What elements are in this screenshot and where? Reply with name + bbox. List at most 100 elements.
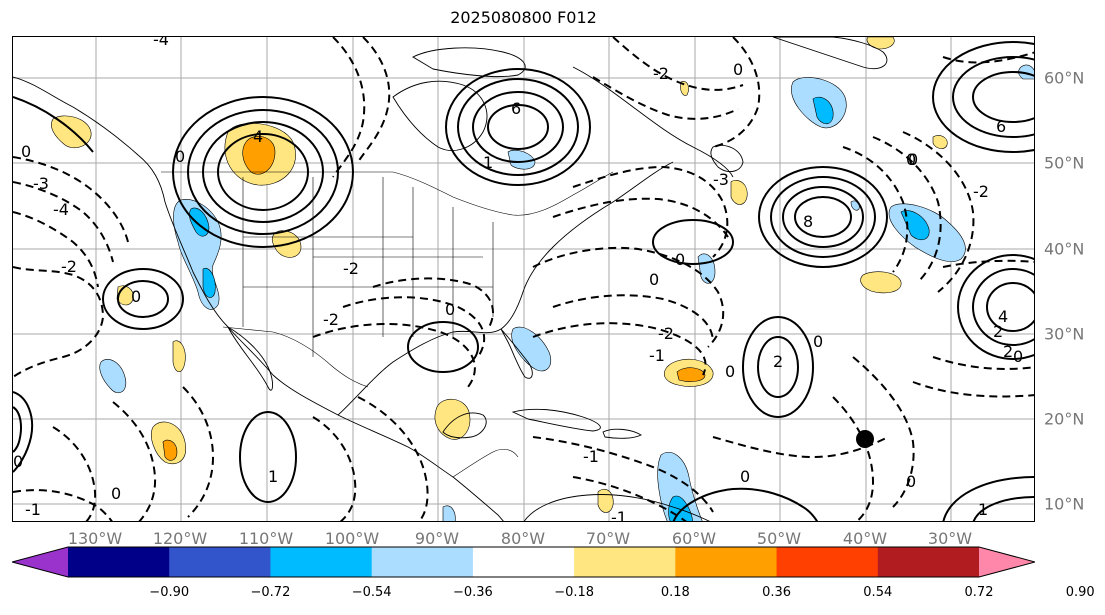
contour-line bbox=[312, 416, 357, 521]
contour-line bbox=[332, 37, 366, 178]
contour-label: 0 bbox=[175, 147, 185, 166]
lon-label-50w: 50°W bbox=[756, 529, 802, 548]
contour-label: 0 bbox=[906, 150, 916, 169]
contour-label: 2 bbox=[1003, 342, 1013, 361]
positive-core bbox=[162, 439, 178, 461]
colorbar-extend-high bbox=[979, 547, 1035, 577]
map-panel: 4 6 8 6 0 -3 -4 -2 -4 -2 0 0 0 -2 -1 -3 … bbox=[12, 36, 1035, 522]
coastlines bbox=[13, 37, 888, 521]
colorbar-segment bbox=[675, 547, 778, 577]
contour-line bbox=[217, 133, 309, 211]
negative-area bbox=[442, 505, 456, 521]
colorbar-segment bbox=[270, 547, 373, 577]
contour-label: 0 bbox=[21, 142, 31, 161]
colorbar-outline bbox=[12, 546, 1035, 578]
contour-line bbox=[13, 391, 33, 473]
us-mexico-border bbox=[222, 326, 369, 388]
contour-line bbox=[672, 487, 819, 521]
lat-label-30n: 30°N bbox=[1044, 324, 1085, 344]
contour-label: 0 bbox=[906, 472, 916, 491]
contour-line bbox=[13, 96, 94, 153]
positive-area bbox=[932, 135, 948, 149]
contour-label: 4 bbox=[998, 307, 1008, 326]
map-canvas: 4 6 8 6 0 -3 -4 -2 -4 -2 0 0 0 -2 -1 -3 … bbox=[13, 37, 1034, 521]
contour-line bbox=[13, 181, 114, 263]
contour-label: -1 bbox=[649, 346, 665, 365]
negative-area bbox=[1018, 64, 1034, 80]
contour-label: 0 bbox=[733, 60, 743, 79]
contour-label: 0 bbox=[131, 287, 141, 306]
contour-line bbox=[712, 37, 761, 148]
positive-area bbox=[172, 340, 186, 373]
colorbar bbox=[12, 546, 1035, 578]
contour-label: 6 bbox=[511, 99, 521, 118]
contour-label: 0 bbox=[740, 467, 750, 486]
contour-line bbox=[758, 166, 888, 268]
contour-label: 0 bbox=[675, 250, 685, 269]
contour-line bbox=[942, 476, 1034, 521]
contour-label: -2 bbox=[653, 64, 669, 83]
contour-line bbox=[832, 396, 875, 521]
contour-line bbox=[13, 489, 113, 521]
contour-label: 1 bbox=[483, 153, 493, 172]
contour-line bbox=[532, 246, 725, 348]
lat-label-20n: 20°N bbox=[1044, 409, 1085, 429]
contour-line bbox=[13, 156, 129, 243]
lon-label-110w: 110°W bbox=[238, 529, 294, 548]
contour-label: 2 bbox=[773, 352, 783, 371]
contour-label: -3 bbox=[713, 170, 729, 189]
colorbar-segment bbox=[877, 547, 980, 577]
colorbar-segment bbox=[574, 547, 676, 577]
contour-label: -1 bbox=[583, 447, 599, 466]
contour-line bbox=[972, 268, 1034, 346]
greenland bbox=[772, 37, 888, 70]
contour-line bbox=[172, 96, 354, 248]
gulf-coast bbox=[337, 161, 674, 416]
contour-line bbox=[592, 76, 739, 120]
contour-label: 0 bbox=[725, 362, 735, 381]
gulf-of-california bbox=[226, 325, 273, 391]
colorbar-tick-label: 0.90 bbox=[1065, 585, 1095, 600]
arctic-islands bbox=[412, 47, 526, 78]
lat-label-10n: 10°N bbox=[1044, 494, 1085, 514]
contours-positive bbox=[13, 41, 1034, 521]
contour-label: -1 bbox=[25, 500, 41, 519]
contour-line bbox=[117, 280, 169, 318]
colorbar-segment bbox=[371, 547, 474, 577]
negative-area bbox=[850, 200, 860, 211]
contour-line bbox=[457, 78, 579, 176]
yucatan bbox=[442, 412, 487, 439]
contour-line bbox=[912, 381, 1034, 398]
contour-line bbox=[239, 411, 297, 503]
hispaniola bbox=[602, 428, 642, 439]
lon-label-100w: 100°W bbox=[324, 529, 380, 548]
central-america bbox=[452, 448, 519, 478]
contour-line bbox=[532, 436, 714, 513]
positive-area bbox=[434, 399, 471, 440]
positive-core bbox=[676, 367, 706, 382]
contour-line bbox=[572, 165, 729, 258]
contour-line bbox=[942, 259, 1034, 268]
contour-line bbox=[487, 104, 549, 150]
chart-title: 2025080800 F012 bbox=[450, 8, 597, 27]
contour-label: 0 bbox=[111, 484, 121, 503]
contour-line bbox=[972, 71, 1034, 123]
colorbar-tick-label: −0.36 bbox=[452, 585, 493, 600]
newfoundland bbox=[710, 144, 744, 173]
lon-label-80w: 80°W bbox=[500, 529, 546, 548]
political-borders bbox=[161, 171, 614, 478]
colorbar-segments bbox=[12, 547, 1035, 577]
colorbar-segment bbox=[776, 547, 879, 577]
colorbar-tick-label: 0.18 bbox=[660, 585, 690, 600]
contour-line bbox=[13, 266, 105, 378]
contour-line bbox=[13, 211, 99, 288]
colorbar-segment bbox=[68, 547, 170, 577]
negative-area bbox=[99, 358, 127, 393]
positive-area bbox=[730, 179, 748, 205]
contour-line bbox=[312, 322, 476, 388]
contour-line bbox=[202, 121, 324, 223]
contour-line bbox=[552, 197, 729, 238]
positive-area bbox=[680, 81, 689, 96]
colorbar-extend-low bbox=[12, 547, 68, 577]
contour-label: 1 bbox=[978, 500, 988, 519]
